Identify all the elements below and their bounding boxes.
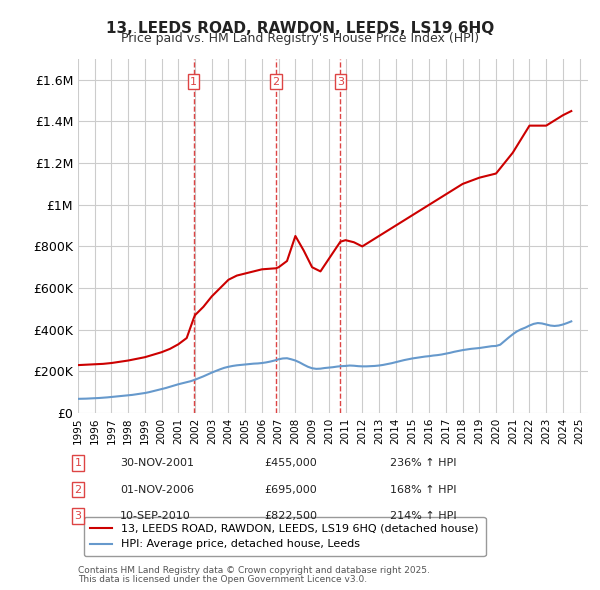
- Text: This data is licensed under the Open Government Licence v3.0.: This data is licensed under the Open Gov…: [78, 575, 367, 584]
- Text: £455,000: £455,000: [264, 458, 317, 468]
- Text: 214% ↑ HPI: 214% ↑ HPI: [390, 512, 457, 521]
- Text: 236% ↑ HPI: 236% ↑ HPI: [390, 458, 457, 468]
- Text: 3: 3: [337, 77, 344, 87]
- Text: 01-NOV-2006: 01-NOV-2006: [120, 485, 194, 494]
- Text: 168% ↑ HPI: 168% ↑ HPI: [390, 485, 457, 494]
- Text: 3: 3: [74, 512, 82, 521]
- Text: 13, LEEDS ROAD, RAWDON, LEEDS, LS19 6HQ: 13, LEEDS ROAD, RAWDON, LEEDS, LS19 6HQ: [106, 21, 494, 35]
- Text: 30-NOV-2001: 30-NOV-2001: [120, 458, 194, 468]
- Text: £695,000: £695,000: [264, 485, 317, 494]
- Text: 1: 1: [74, 458, 82, 468]
- Text: 2: 2: [272, 77, 280, 87]
- Legend: 13, LEEDS ROAD, RAWDON, LEEDS, LS19 6HQ (detached house), HPI: Average price, de: 13, LEEDS ROAD, RAWDON, LEEDS, LS19 6HQ …: [83, 517, 485, 556]
- Text: 2: 2: [74, 485, 82, 494]
- Text: £822,500: £822,500: [264, 512, 317, 521]
- Text: Price paid vs. HM Land Registry's House Price Index (HPI): Price paid vs. HM Land Registry's House …: [121, 32, 479, 45]
- Text: 10-SEP-2010: 10-SEP-2010: [120, 512, 191, 521]
- Text: Contains HM Land Registry data © Crown copyright and database right 2025.: Contains HM Land Registry data © Crown c…: [78, 566, 430, 575]
- Text: 1: 1: [190, 77, 197, 87]
